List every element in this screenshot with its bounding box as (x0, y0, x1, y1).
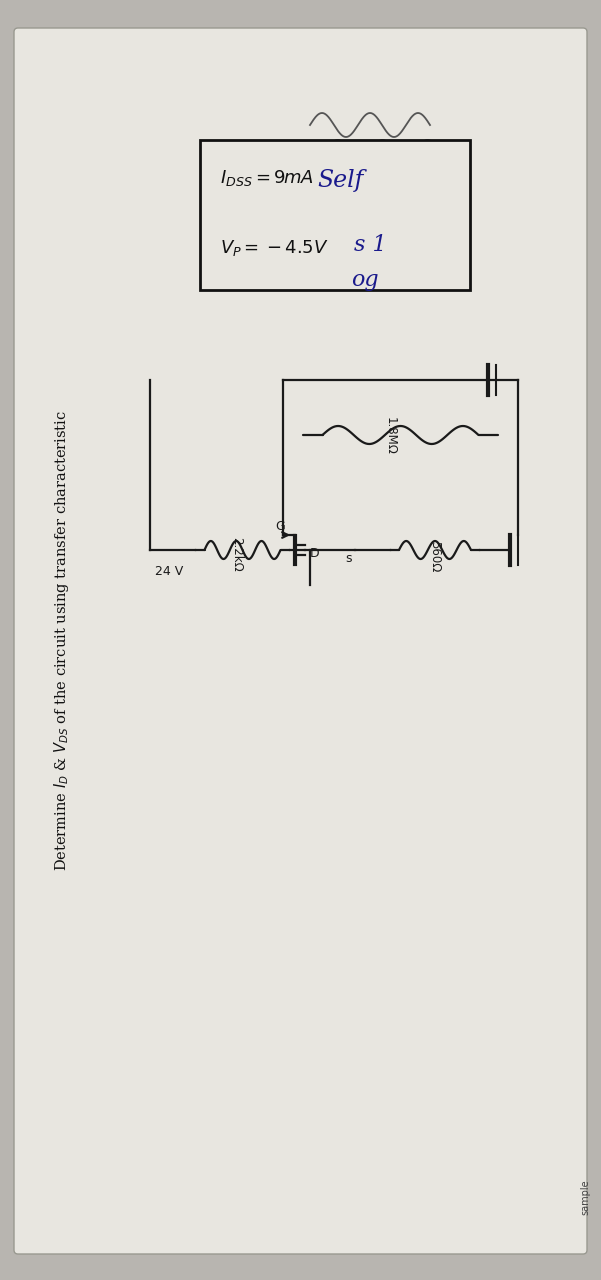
Text: D: D (310, 547, 320, 561)
Text: 24 V: 24 V (155, 564, 183, 579)
Text: G: G (275, 520, 285, 532)
Text: Self: Self (317, 169, 363, 192)
Text: 2.2kΩ: 2.2kΩ (231, 538, 243, 572)
Text: $I_{DSS} = 9mA$: $I_{DSS} = 9mA$ (220, 168, 314, 188)
Bar (200, 140, 470, 291)
Text: 1.8MΩ: 1.8MΩ (383, 417, 397, 454)
Text: 560Ω: 560Ω (429, 540, 442, 572)
Text: s 1: s 1 (353, 234, 386, 256)
Text: sample: sample (580, 1179, 590, 1215)
Text: s: s (345, 552, 352, 564)
Text: $V_P = -4.5V$: $V_P = -4.5V$ (220, 238, 329, 259)
FancyBboxPatch shape (14, 28, 587, 1254)
Text: og: og (351, 269, 379, 291)
Text: Determine $I_D$ & $V_{DS}$ of the circuit using transfer characteristic: Determine $I_D$ & $V_{DS}$ of the circui… (52, 410, 72, 870)
